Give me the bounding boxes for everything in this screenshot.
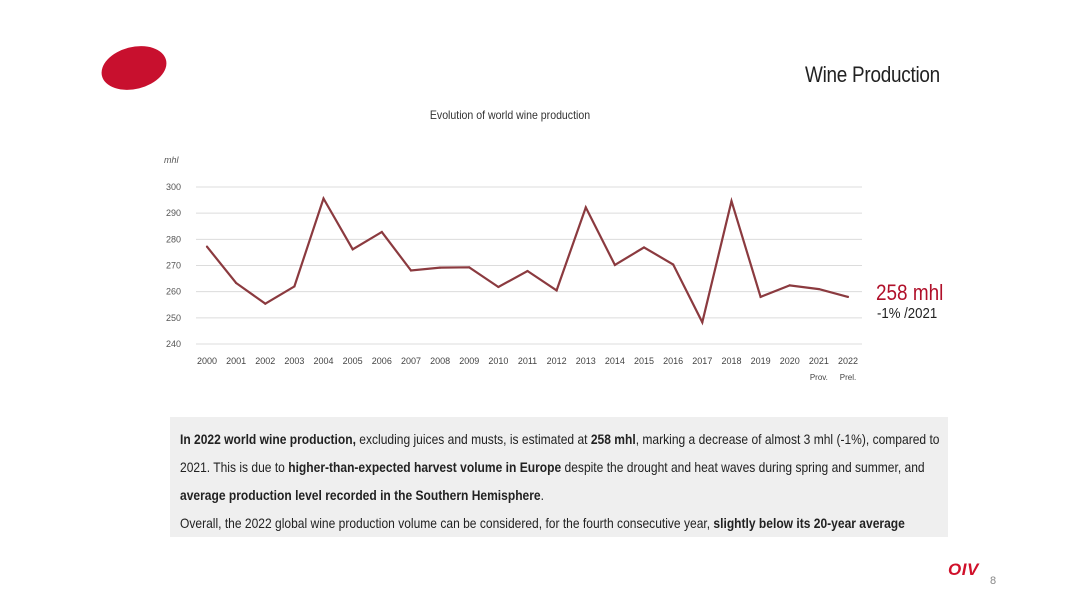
x-tick-label: 2004 [314,356,334,366]
oiv-logo-icon [101,46,167,90]
summary-text: despite the drought and heat waves durin… [561,459,925,475]
data-point [438,266,442,269]
series-line [206,195,849,326]
summary-bold-text: slightly below its 20-year average [713,515,905,531]
data-point [205,245,209,248]
data-point [468,266,471,269]
data-point [642,246,646,249]
chart-title: Evolution of world wine production [429,108,591,122]
summary-line: In 2022 world wine production, excluding… [180,425,940,453]
footer-logo: OIV [948,560,979,579]
data-point [584,206,587,209]
summary-line: 2021. This is due to higher-than-expecte… [180,453,925,481]
x-tick-label: 2020 [780,356,800,366]
summary-textbox: In 2022 world wine production, excluding… [170,417,948,537]
page-number: 8 [990,575,997,587]
data-point [409,269,413,272]
x-tick-label: 2008 [430,356,450,366]
y-tick-label: 240 [166,339,181,349]
x-tick-label: 2018 [721,356,741,366]
callout-change: -1% /2021 [877,305,938,322]
x-tick-label: 2022 [838,356,858,366]
x-tick-sublabel: Prov. [810,373,828,382]
x-tick-label: 2014 [605,356,625,366]
summary-bold-text: In 2022 world wine production, [180,431,356,447]
data-point [613,263,617,267]
data-point [759,295,762,298]
x-tick-label: 2010 [488,356,508,366]
y-tick-label: 260 [166,287,181,297]
summary-bold-text: 258 mhl [590,431,636,447]
data-point [526,269,529,273]
data-point [788,284,791,287]
data-point [672,263,675,266]
x-tick-label: 2013 [576,356,596,366]
x-tick-sublabel: Prel. [840,373,856,382]
x-tick-label: 2011 [518,356,537,366]
summary-bold-text: higher-than-expected harvest volume in E… [288,459,562,475]
x-tick-label: 2003 [284,356,304,366]
y-tick-label: 250 [166,313,181,323]
summary-text: excluding juices and musts, is estimated… [355,431,591,447]
data-point [817,287,820,291]
data-point [701,321,704,324]
slide-title: Wine Production [805,62,940,87]
x-tick-label: 2021 [809,356,829,366]
x-tick-label: 2005 [343,356,363,366]
data-point [264,302,267,305]
callout-value: 258 mhl [876,280,944,305]
data-point [846,295,850,298]
y-tick-label: 300 [166,182,181,192]
summary-text: Overall, the 2022 global wine production… [180,515,714,531]
x-tick-label: 2017 [692,356,712,366]
x-tick-label: 2009 [459,356,479,366]
x-tick-label: 2007 [401,356,421,366]
x-tick-label: 2012 [547,356,567,366]
summary-line: average production level recorded in the… [180,481,832,509]
data-point [293,285,296,288]
data-point [730,200,733,203]
data-point [380,230,383,234]
summary-text: 2021. This is due to [180,459,289,475]
data-point [555,289,558,292]
x-tick-label: 2001 [226,356,246,366]
x-tick-label: 2006 [372,356,392,366]
y-tick-label: 290 [166,208,181,218]
x-tick-label: 2015 [634,356,654,366]
summary-line: Overall, the 2022 global wine production… [180,509,905,537]
x-tick-label: 2002 [255,356,275,366]
data-point [351,248,354,251]
data-point [322,197,325,200]
summary-bold-text: average production level recorded in the… [180,487,541,503]
summary-text: . [540,487,544,503]
summary-text: , marking a decrease of almost 3 mhl (-1… [635,431,940,447]
data-point [497,285,500,289]
x-tick-label: 2000 [197,356,217,366]
y-axis-unit-label: mhl [164,155,180,165]
line-chart: mhl 240 250 260 270 280 290 300 2000 2001 2002 2003… [164,155,862,382]
y-tick-label: 280 [166,234,181,244]
x-tick-label: 2019 [751,356,771,366]
y-tick-label: 270 [166,261,181,271]
x-tick-label: 2016 [663,356,683,366]
data-point [235,281,238,285]
